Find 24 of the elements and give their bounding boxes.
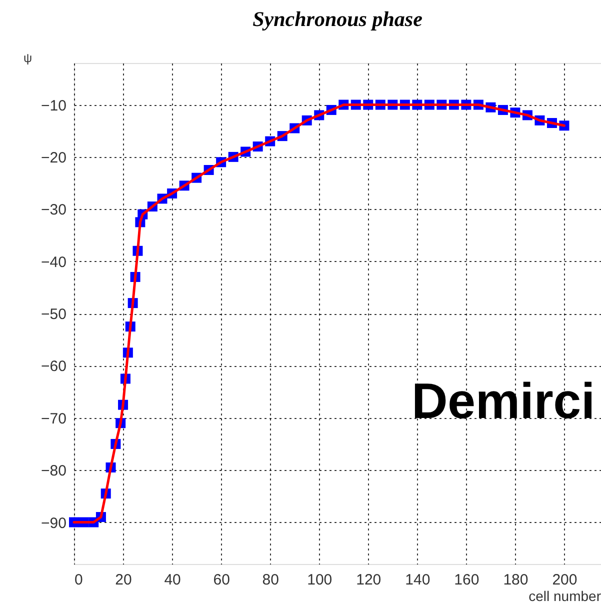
x-tick-label: 0 [74, 572, 83, 588]
x-tick-label: 120 [356, 572, 382, 588]
x-tick-label: 180 [503, 572, 528, 588]
x-tick-label: 160 [454, 572, 480, 588]
annotation: Demirci [412, 373, 595, 429]
y-axis-title: ψ [23, 51, 32, 65]
y-tick-label: −50 [41, 306, 66, 323]
x-tick-label: 20 [115, 572, 132, 588]
x-tick-label: 60 [213, 572, 230, 588]
y-tick-label: −60 [41, 358, 66, 376]
chart-title: Synchronous phase [252, 7, 422, 31]
x-tick-label: 80 [262, 572, 279, 588]
y-tick-label: −10 [41, 97, 66, 114]
x-tick-label: 200 [552, 572, 578, 588]
y-tick-label: −70 [41, 410, 66, 428]
x-axis-title: cell number [528, 588, 601, 604]
x-tick-label: 100 [307, 572, 332, 588]
x-tick-label: 40 [164, 572, 181, 588]
y-tick-label: −90 [41, 514, 66, 532]
y-tick-label: −80 [41, 462, 66, 480]
y-tick-label: −30 [41, 202, 66, 219]
y-tick-label: −40 [41, 254, 66, 271]
y-tick-label: −20 [41, 149, 66, 166]
x-tick-label: 140 [405, 572, 430, 588]
